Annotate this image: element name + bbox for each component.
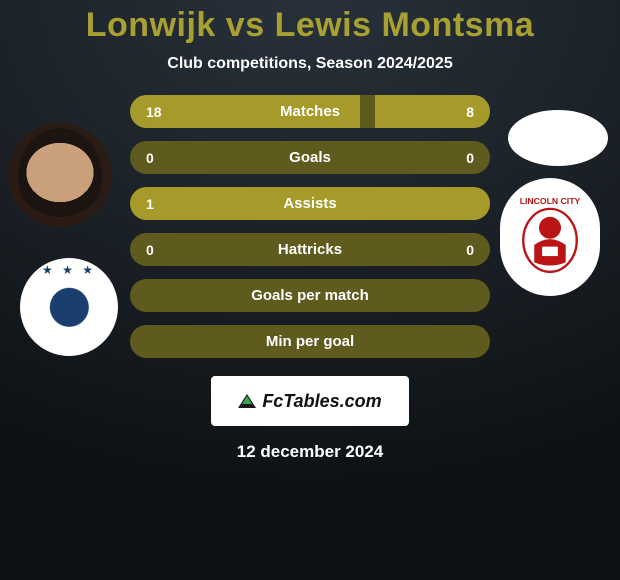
stat-bars: 18 8 Matches 0 0 Goals 1 Assists 0 0 Hattricks Goal… (130, 95, 490, 358)
stat-value-right: 8 (466, 104, 474, 120)
page-title: Lonwijk vs Lewis Montsma (86, 6, 534, 45)
stat-label: Hattricks (278, 241, 342, 258)
title-vs: vs (226, 6, 265, 44)
subtitle: Club competitions, Season 2024/2025 (167, 55, 452, 73)
player-left-avatar (8, 123, 112, 227)
stat-label: Matches (280, 103, 340, 120)
club-right-badge-inner: LINCOLN CITY (510, 190, 590, 284)
stat-value-left: 1 (146, 196, 154, 212)
stat-bar: Min per goal (130, 325, 490, 358)
stat-value-right: 0 (466, 150, 474, 166)
date-text: 12 december 2024 (237, 442, 384, 462)
club-left-badge: ★ ★ ★ (20, 258, 118, 356)
stat-bar: 18 8 Matches (130, 95, 490, 128)
title-player1: Lonwijk (86, 6, 216, 44)
club-left-stars-icon: ★ ★ ★ (35, 263, 104, 277)
stat-bar: Goals per match (130, 279, 490, 312)
stat-label: Min per goal (266, 333, 354, 350)
title-player2: Lewis Montsma (275, 6, 535, 44)
stat-bar: 0 0 Hattricks (130, 233, 490, 266)
stat-value-left: 0 (146, 242, 154, 258)
stat-bar: 1 Assists (130, 187, 490, 220)
logo-text: FcTables.com (262, 391, 381, 412)
svg-text:LINCOLN CITY: LINCOLN CITY (520, 196, 581, 206)
fctables-logo: FcTables.com (211, 376, 409, 426)
club-left-badge-inner: ★ ★ ★ (35, 273, 104, 342)
player-right-avatar (508, 110, 608, 166)
stat-value-left: 18 (146, 104, 162, 120)
stat-value-right: 0 (466, 242, 474, 258)
stat-label: Goals per match (251, 287, 369, 304)
logo-icon (238, 394, 256, 408)
club-right-badge: LINCOLN CITY (500, 178, 600, 296)
stat-label: Assists (283, 195, 336, 212)
stat-value-left: 0 (146, 150, 154, 166)
stat-label: Goals (289, 149, 331, 166)
stat-bar: 0 0 Goals (130, 141, 490, 174)
